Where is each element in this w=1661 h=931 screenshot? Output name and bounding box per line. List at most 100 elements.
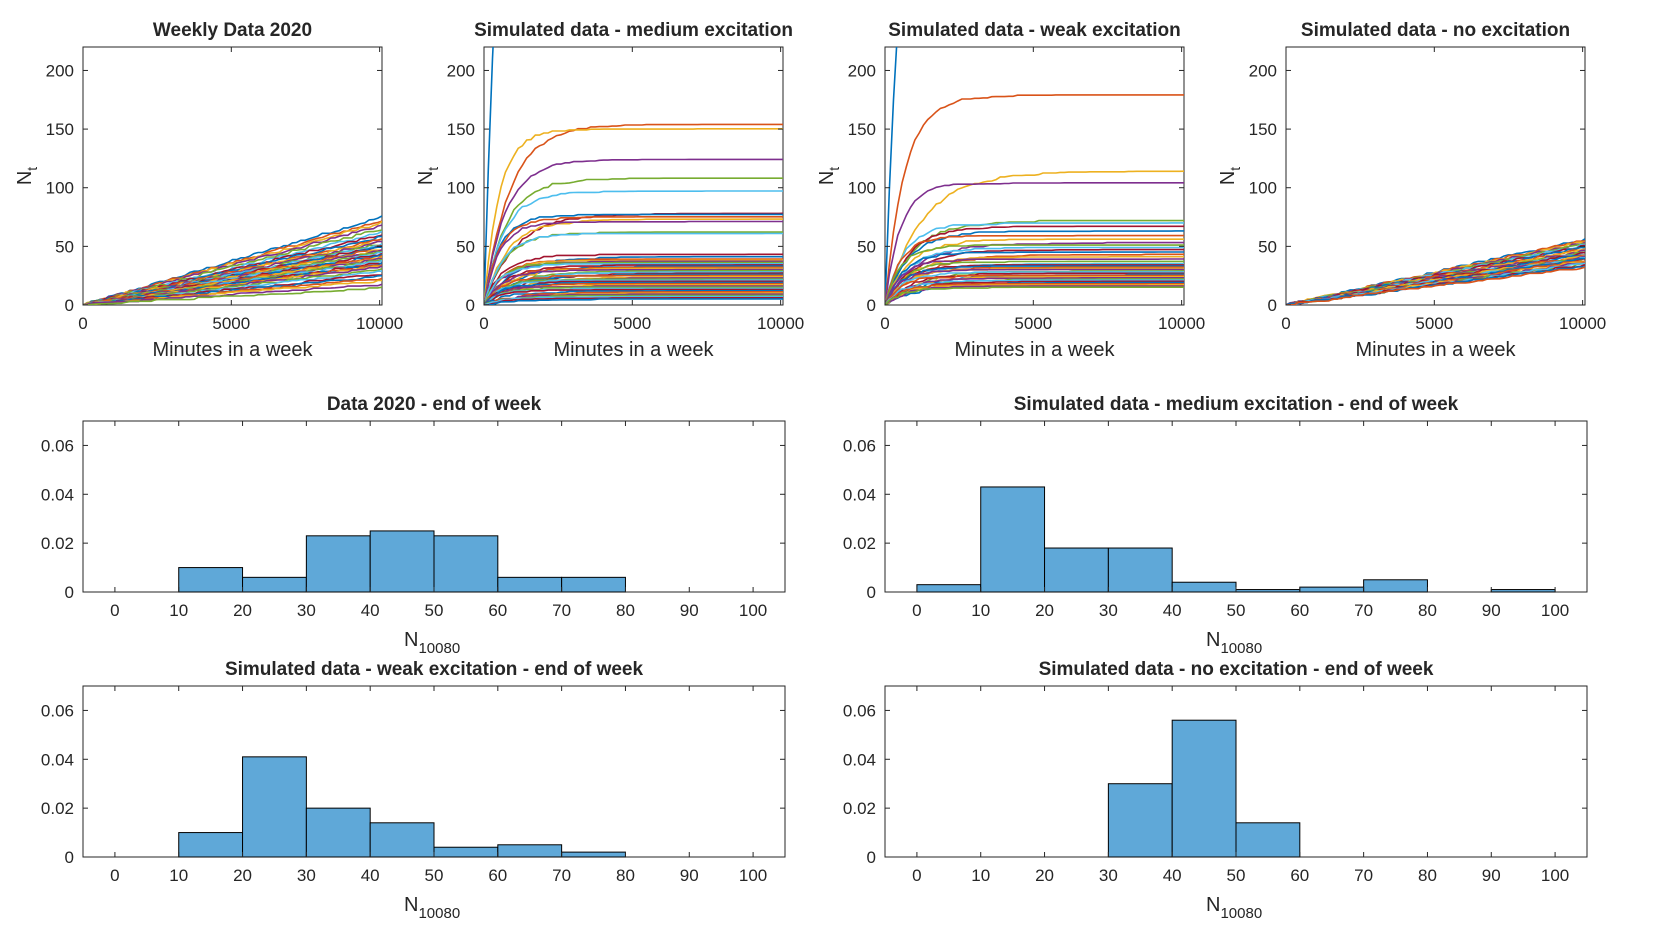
h4-xtick-label: 20	[1035, 866, 1054, 885]
h3-bar	[369, 822, 435, 858]
h2-ytick-label: 0.02	[843, 534, 876, 553]
p2-series-line	[484, 128, 783, 305]
h2-bar	[1171, 581, 1237, 593]
h2-histogram-panel: 0 10 20 30 40 50 60 70 80 90 100 0 0.02 0.04 0.06 Simul…	[843, 394, 1588, 657]
h2-xlabel-sub: 10080	[1220, 640, 1262, 657]
p2-series-line	[484, 281, 783, 305]
h4-xtick-label: 70	[1354, 866, 1373, 885]
p4-xlabel: Minutes in a week	[1355, 339, 1516, 361]
h4-bar	[1171, 719, 1237, 858]
p1-traces	[83, 215, 382, 305]
h3-bar	[242, 756, 307, 858]
p3-ylabel-sub: t	[826, 167, 842, 171]
p3-line-panel: 0 5000 10000 0 50 100 150 200 Simulated data - w…	[816, 20, 1205, 361]
h4-xtick-label: 40	[1163, 866, 1182, 885]
p2-series-line	[484, 288, 783, 305]
p2-xtick-label: 10000	[757, 314, 804, 333]
h2-bar	[1235, 589, 1301, 593]
h2-ytick-label: 0.04	[843, 485, 876, 504]
h1-ytick-label: 0.04	[41, 485, 74, 504]
p2-title: Simulated data - medium excitation	[474, 20, 793, 41]
p3-series-line	[885, 182, 1184, 305]
p1-ytick-label: 200	[46, 61, 74, 80]
h1-bar	[178, 567, 244, 593]
p2-series-line	[484, 190, 783, 305]
p3-series-line	[885, 282, 1184, 305]
h2-xtick-label: 80	[1418, 601, 1437, 620]
h1-bar	[369, 530, 435, 593]
h1-ytick-label: 0.02	[41, 534, 74, 553]
h3-histogram-panel: 0 10 20 30 40 50 60 70 80 90 100 0 0.02 0.04 0.06 Simul…	[41, 659, 786, 922]
h2-ytick-label: 0.06	[843, 436, 876, 455]
h3-bar	[305, 807, 371, 858]
h2-bar	[1044, 547, 1109, 593]
p2-traces	[484, 47, 783, 305]
p3-ytick-label: 50	[857, 237, 876, 256]
p1-line-panel: 0 5000 10000 0 50 100 150 200 Weekly Data 2020 Mi…	[14, 20, 403, 361]
p2-xtick-label: 0	[479, 314, 488, 333]
p3-ylabel-main: N	[816, 171, 838, 185]
h4-xtick-label: 60	[1290, 866, 1309, 885]
p4-ytick-label: 0	[1268, 296, 1277, 315]
p1-xtick-label: 5000	[212, 314, 250, 333]
h3-xtick-label: 100	[739, 866, 767, 885]
p1-ylabel-main: N	[14, 171, 36, 185]
h2-xlabel-main: N	[1206, 629, 1220, 651]
p3-xlabel: Minutes in a week	[954, 339, 1115, 361]
h1-xtick-label: 70	[552, 601, 571, 620]
p1-ytick-label: 100	[46, 179, 74, 198]
p3-xtick-label: 0	[880, 314, 889, 333]
p3-xtick-label: 10000	[1158, 314, 1205, 333]
p4-title: Simulated data - no excitation	[1301, 20, 1570, 41]
h3-xtick-label: 80	[616, 866, 635, 885]
h1-xtick-label: 100	[739, 601, 767, 620]
p4-ylabel: Nt	[1217, 167, 1243, 185]
h3-bar	[433, 846, 499, 858]
p2-series-line	[484, 262, 783, 305]
h1-bar	[561, 576, 626, 593]
h4-xtick-label: 100	[1541, 866, 1569, 885]
p3-series-line	[885, 255, 1184, 305]
p4-xtick-label: 5000	[1415, 314, 1453, 333]
p2-ytick-label: 50	[456, 237, 475, 256]
h3-bar	[561, 851, 626, 858]
p3-series-line	[885, 268, 1184, 305]
p2-ytick-label: 100	[447, 179, 475, 198]
h4-xtick-label: 50	[1227, 866, 1246, 885]
h2-bar	[1107, 547, 1173, 593]
h1-xtick-label: 0	[110, 601, 119, 620]
h4-bar	[1107, 783, 1173, 858]
p3-series-line	[885, 170, 1184, 305]
h2-xlabel: N10080	[1206, 629, 1262, 657]
p3-series-line	[885, 225, 1184, 305]
h2-xtick-label: 50	[1227, 601, 1246, 620]
p3-series-line	[885, 248, 1184, 305]
h3-xtick-label: 60	[488, 866, 507, 885]
p1-xtick-label: 0	[78, 314, 87, 333]
h4-bar	[1235, 822, 1301, 858]
p1-ytick-label: 150	[46, 120, 74, 139]
p3-series-line	[885, 246, 1184, 305]
p1-xtick-label: 10000	[356, 314, 403, 333]
h3-xtick-label: 40	[361, 866, 380, 885]
h3-xtick-label: 10	[169, 866, 188, 885]
h3-xlabel-main: N	[404, 894, 418, 916]
p4-xtick-label: 0	[1281, 314, 1290, 333]
h3-bar	[178, 832, 244, 858]
p4-series-line	[1286, 266, 1585, 305]
p2-series-line	[484, 295, 783, 305]
h3-xtick-label: 50	[425, 866, 444, 885]
p1-ytick-label: 50	[55, 237, 74, 256]
p3-series-line	[885, 260, 1184, 305]
p3-series-line	[885, 265, 1184, 305]
h1-xtick-label: 30	[297, 601, 316, 620]
p2-series-line	[484, 279, 783, 305]
p1-series-line	[83, 230, 382, 305]
p2-line-panel: 0 5000 10000 0 50 100 150 200 Simulated data - m…	[415, 20, 804, 361]
p3-series-line	[885, 285, 1184, 305]
p4-line-panel: 0 5000 10000 0 50 100 150 200 Simulated data - n…	[1217, 20, 1606, 361]
h3-xtick-label: 90	[680, 866, 699, 885]
h2-xtick-label: 100	[1541, 601, 1569, 620]
h3-ytick-label: 0	[65, 848, 74, 867]
h1-bar	[433, 535, 499, 593]
